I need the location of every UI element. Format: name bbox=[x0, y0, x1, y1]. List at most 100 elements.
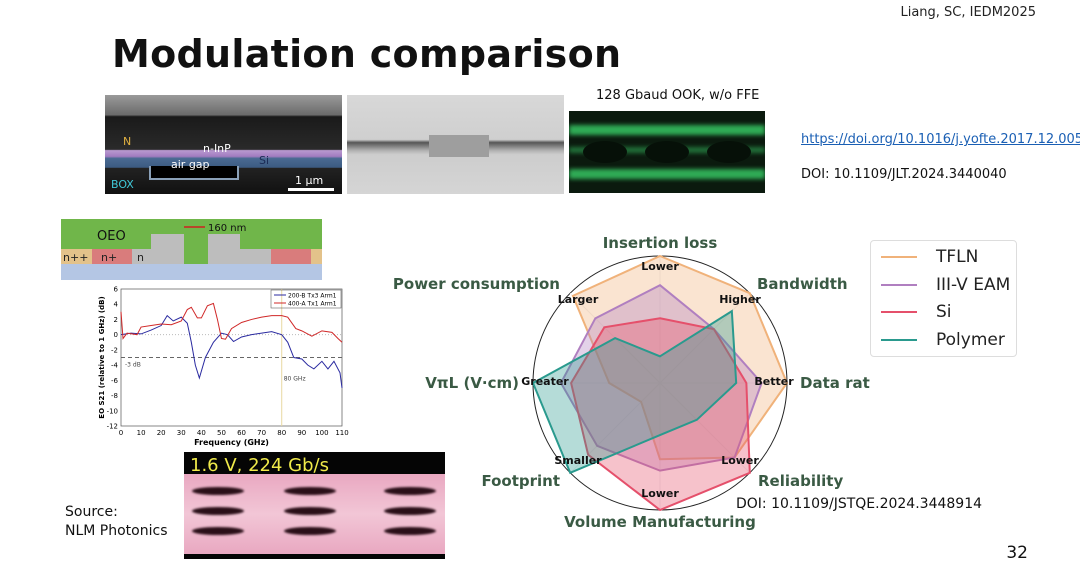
series-line-1 bbox=[120, 314, 343, 389]
eye-trace bbox=[569, 125, 765, 135]
eye-opening bbox=[384, 507, 436, 515]
doi-text-jlt: DOI: 10.1109/JLT.2024.3440040 bbox=[801, 167, 1007, 182]
radar-axis-label: Insertion loss bbox=[603, 234, 718, 252]
y-tick-label: 4 bbox=[114, 301, 119, 309]
legend-item: TFLN bbox=[881, 247, 978, 267]
eye-opening bbox=[284, 527, 336, 535]
x-tick-label: 90 bbox=[297, 429, 306, 437]
legend-swatch bbox=[881, 338, 917, 341]
radar-spoke bbox=[569, 382, 661, 474]
radar-spoke bbox=[659, 292, 751, 384]
source-label: Source: bbox=[65, 504, 118, 520]
y-tick-label: 0 bbox=[114, 331, 118, 339]
radar-axis-label: Footprint bbox=[481, 472, 560, 490]
x-tick-label: 20 bbox=[157, 429, 166, 437]
annotation-3db: -3 dB bbox=[125, 362, 141, 369]
dimension-label: 160 nm bbox=[208, 223, 246, 234]
sem-label-si: Si bbox=[259, 154, 270, 167]
eye-diagram-caption: 128 Gbaud OOK, w/o FFE bbox=[596, 88, 760, 103]
radar-direction-label: Larger bbox=[558, 293, 599, 306]
legend-label: 400-A Tx1 Arm1 bbox=[288, 301, 337, 308]
eye-opening bbox=[192, 487, 244, 495]
legend-swatch bbox=[881, 311, 917, 313]
air-gap-region bbox=[149, 166, 239, 180]
y-tick-label: -12 bbox=[107, 423, 118, 431]
scale-bar-label: 1 μm bbox=[295, 174, 324, 187]
sem-label-box: BOX bbox=[111, 178, 134, 191]
annotation-80ghz: 80 GHz bbox=[284, 375, 306, 382]
x-tick-label: 110 bbox=[335, 429, 348, 437]
tem-image bbox=[347, 95, 564, 194]
plot-area bbox=[120, 288, 343, 427]
legend-swatch bbox=[881, 283, 917, 286]
radar-direction-label: Lower bbox=[721, 454, 759, 467]
radar-axis-label: VπL (V·cm) bbox=[425, 374, 519, 392]
page-number: 32 bbox=[1006, 543, 1028, 563]
radar-direction-label: Lower bbox=[641, 487, 679, 500]
legend-label: Si bbox=[936, 302, 952, 322]
citation: Liang, SC, IEDM2025 bbox=[900, 5, 1036, 20]
nplus-label: n+ bbox=[101, 251, 117, 264]
eye-diagram-ook bbox=[569, 111, 765, 193]
doi-text-jstqe: DOI: 10.1109/JSTQE.2024.3448914 bbox=[736, 496, 983, 512]
doi-link[interactable]: https://doi.org/10.1016/j.yofte.2017.12.… bbox=[801, 132, 1080, 147]
radar-chart: Insertion loss Lower Bandwidth Larger Data r… bbox=[393, 234, 870, 531]
radar-axis-label: Volume Manufacturing bbox=[564, 513, 756, 531]
eye-opening bbox=[384, 527, 436, 535]
radar-axis-label: Power consumption bbox=[393, 275, 560, 293]
radar-direction-label: Lower bbox=[641, 260, 679, 273]
y-axis-label: EO S21 (relative to 1 GHz) (dB) bbox=[98, 296, 106, 418]
x-tick-label: 0 bbox=[119, 429, 123, 437]
x-tick-label: 60 bbox=[237, 429, 246, 437]
x-tick-label: 40 bbox=[197, 429, 206, 437]
legend-label: III-V EAM bbox=[936, 274, 1011, 295]
scale-bar bbox=[288, 188, 334, 191]
eye-opening bbox=[192, 527, 244, 535]
page-title: Modulation comparison bbox=[112, 32, 622, 76]
y-tick-label: -8 bbox=[111, 392, 118, 400]
x-tick-label: 80 bbox=[277, 429, 286, 437]
y-tick-label: 6 bbox=[114, 286, 119, 294]
eye-opening bbox=[384, 487, 436, 495]
legend-label: TFLN bbox=[936, 247, 979, 267]
radar-axis-label: Data rate bbox=[800, 374, 870, 392]
sem-cross-section-image: N n-InP Si air gap BOX 1 μm bbox=[105, 95, 342, 194]
radar-direction-label: Better bbox=[754, 375, 794, 388]
x-tick-label: 10 bbox=[137, 429, 146, 437]
legend-item: Si bbox=[881, 302, 952, 322]
eye-trace bbox=[569, 169, 765, 179]
eye-diagram-pam4 bbox=[184, 452, 445, 559]
nplusplus-label: n++ bbox=[63, 251, 88, 264]
legend-item: Polymer bbox=[881, 330, 1005, 350]
sem-label-ninp: n-InP bbox=[203, 142, 231, 155]
eye-diagram-caption-bottom: 1.6 V, 224 Gb/s bbox=[190, 455, 329, 476]
x-tick-label: 50 bbox=[217, 429, 226, 437]
radar-series-tfln bbox=[571, 254, 789, 461]
y-tick-label: -10 bbox=[107, 407, 118, 415]
radar-series-si bbox=[570, 317, 751, 512]
eye-opening bbox=[707, 141, 751, 163]
series-line-2 bbox=[120, 302, 343, 343]
x-tick-label: 30 bbox=[177, 429, 186, 437]
eye-opening bbox=[645, 141, 689, 163]
y-tick-label: -4 bbox=[111, 362, 119, 370]
n-label: n bbox=[137, 251, 144, 264]
legend-label: Polymer bbox=[936, 329, 1005, 350]
radar-direction-label: Smaller bbox=[554, 454, 602, 467]
y-tick-label: 2 bbox=[114, 316, 118, 324]
source-name: NLM Photonics bbox=[65, 523, 168, 539]
radar-direction-label: Greater bbox=[521, 375, 569, 388]
x-tick-label: 100 bbox=[315, 429, 328, 437]
source-note: Source: NLM Photonics bbox=[65, 503, 168, 541]
radar-axis-label: Reliability bbox=[758, 472, 843, 490]
eye-opening bbox=[192, 507, 244, 515]
sem-label-n: N bbox=[123, 135, 132, 148]
legend-label: 200-B Tx3 Arm1 bbox=[288, 293, 337, 300]
oeo-label: OEO bbox=[97, 229, 126, 244]
radar-series-iii-v-eam bbox=[559, 284, 763, 472]
x-tick-label: 70 bbox=[257, 429, 266, 437]
sem-label-airgap: air gap bbox=[171, 158, 210, 171]
y-tick-label: -6 bbox=[111, 377, 119, 385]
radar-legend: TFLN III-V EAM Si Polymer bbox=[870, 240, 1017, 357]
s21-line-chart: 0 10 20 30 40 50 60 70 80 90 100 1106420-2-4-6-8-10… bbox=[98, 286, 349, 448]
